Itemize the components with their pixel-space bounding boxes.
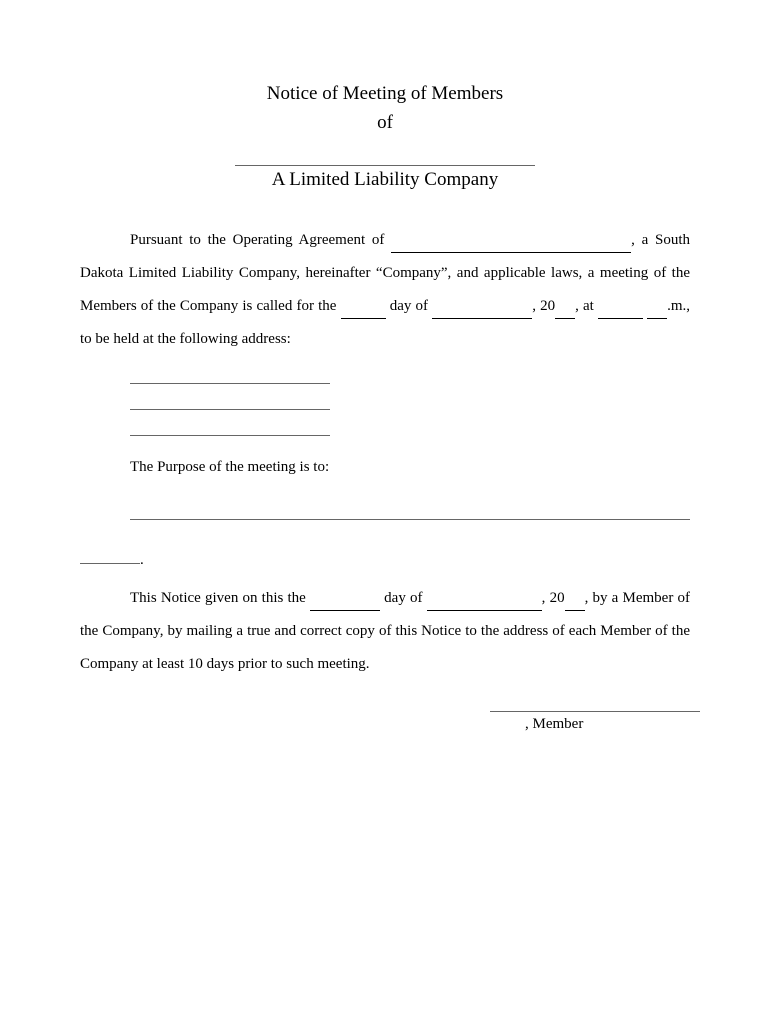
day-blank-1[interactable] [341, 318, 386, 319]
address-line-3[interactable] [130, 418, 330, 436]
title-line-1: Notice of Meeting of Members [80, 80, 690, 109]
p1-seg3: day of [386, 298, 433, 314]
p1-seg4: , 20 [532, 298, 555, 314]
document-title: Notice of Meeting of Members of A Limite… [80, 80, 690, 194]
address-line-1[interactable] [130, 366, 330, 384]
purpose-blank-line-2[interactable] [80, 546, 140, 564]
year-blank-1[interactable] [555, 318, 575, 319]
signature-block: , Member [490, 711, 690, 733]
address-line-2[interactable] [130, 392, 330, 410]
paragraph-1: Pursuant to the Operating Agreement of ,… [80, 224, 690, 356]
purpose-continuation: . [80, 520, 690, 577]
purpose-blank-line-1[interactable] [130, 502, 690, 520]
p2-seg2: day of [380, 590, 427, 606]
period: . [140, 552, 144, 568]
ampm-blank[interactable] [647, 318, 667, 319]
title-line-2: of [80, 109, 690, 138]
purpose-label: The Purpose of the meeting is to: [130, 451, 690, 484]
company-name-blank[interactable] [391, 252, 631, 253]
p1-seg1: Pursuant to the Operating Agreement of [80, 232, 391, 248]
month-blank-2[interactable] [427, 610, 542, 611]
p2-seg1: This Notice given on this the [80, 590, 310, 606]
day-blank-2[interactable] [310, 610, 380, 611]
p1-seg5: , at [575, 298, 598, 314]
time-blank[interactable] [598, 318, 643, 319]
year-blank-2[interactable] [565, 610, 585, 611]
p2-seg3: , 20 [542, 590, 565, 606]
title-line-3: A Limited Liability Company [80, 166, 690, 195]
month-blank-1[interactable] [432, 318, 532, 319]
signature-line[interactable] [490, 711, 700, 712]
paragraph-2: This Notice given on this the day of , 2… [80, 582, 690, 681]
address-section [130, 366, 690, 436]
purpose-section: The Purpose of the meeting is to: [130, 451, 690, 520]
signature-label: , Member [525, 716, 690, 733]
